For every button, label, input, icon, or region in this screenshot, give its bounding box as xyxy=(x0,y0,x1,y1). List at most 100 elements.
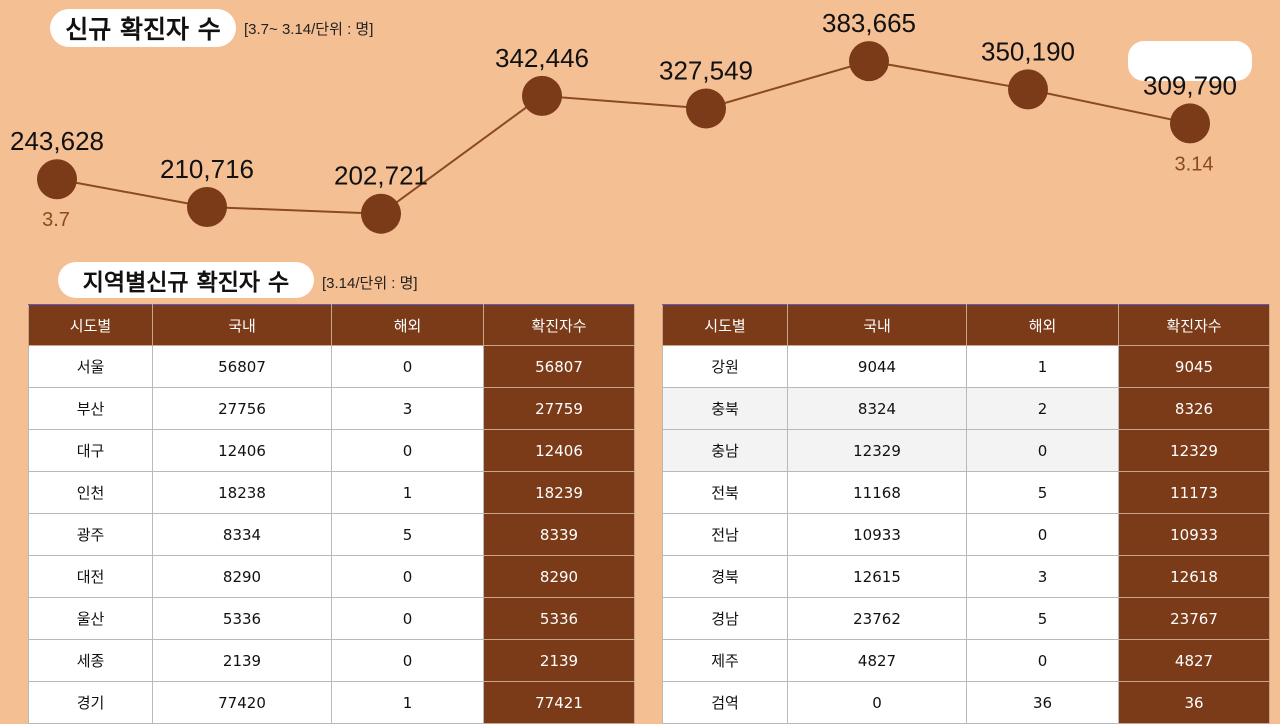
cell-total: 12618 xyxy=(1118,555,1270,598)
data-point xyxy=(1008,69,1048,110)
cell-overseas: 3 xyxy=(966,555,1119,598)
data-label: 309,790 xyxy=(1143,70,1237,100)
chart-title-text: 신규 확진자 수 xyxy=(65,15,221,44)
data-point xyxy=(361,193,401,234)
col-header-overseas: 해외 xyxy=(966,304,1119,346)
cell-region: 광주 xyxy=(28,513,153,556)
cell-total: 2139 xyxy=(483,639,635,682)
cell-region: 부산 xyxy=(28,387,153,430)
cell-region: 충남 xyxy=(662,429,788,472)
cell-total: 12329 xyxy=(1118,429,1270,472)
cell-region: 서울 xyxy=(28,345,153,388)
table-row: 경기 77420 1 77421 xyxy=(28,681,635,724)
cell-region: 경남 xyxy=(662,597,788,640)
regional-date-note: [3.14/단위 : 명] xyxy=(322,275,418,292)
table-row: 전남 10933 0 10933 xyxy=(662,513,1270,556)
cell-region: 강원 xyxy=(662,345,788,388)
cell-region: 전북 xyxy=(662,471,788,514)
data-label: 202,721 xyxy=(334,161,428,191)
regional-title: 지역별신규 확진자 수 xyxy=(58,262,314,298)
cell-region: 검역 xyxy=(662,681,788,724)
cell-domestic: 18238 xyxy=(152,471,332,514)
cell-domestic: 8324 xyxy=(787,387,967,430)
table-row: 세종 2139 0 2139 xyxy=(28,639,635,682)
cell-domestic: 0 xyxy=(787,681,967,724)
col-header-domestic: 국내 xyxy=(787,304,967,346)
table-row: 전북 11168 5 11173 xyxy=(662,471,1270,514)
table-header-row: 시도별 국내 해외 확진자수 xyxy=(662,304,1270,346)
cell-overseas: 3 xyxy=(331,387,484,430)
cell-overseas: 5 xyxy=(966,471,1119,514)
col-header-region: 시도별 xyxy=(28,304,153,346)
cell-domestic: 77420 xyxy=(152,681,332,724)
cell-domestic: 4827 xyxy=(787,639,967,682)
cell-region: 세종 xyxy=(28,639,153,682)
table-row: 충북 8324 2 8326 xyxy=(662,387,1270,430)
cell-total: 8339 xyxy=(483,513,635,556)
cell-region: 전남 xyxy=(662,513,788,556)
cell-domestic: 11168 xyxy=(787,471,967,514)
cell-overseas: 0 xyxy=(331,597,484,640)
col-header-overseas: 해외 xyxy=(331,304,484,346)
cell-total: 10933 xyxy=(1118,513,1270,556)
cell-region: 경북 xyxy=(662,555,788,598)
table-row: 제주 4827 0 4827 xyxy=(662,639,1270,682)
cell-overseas: 5 xyxy=(331,513,484,556)
series-line xyxy=(56,60,1191,215)
cell-overseas: 0 xyxy=(966,429,1119,472)
data-label: 243,628 xyxy=(10,126,104,156)
table-row: 광주 8334 5 8339 xyxy=(28,513,635,556)
table-header-row: 시도별 국내 해외 확진자수 xyxy=(28,304,635,346)
cell-overseas: 36 xyxy=(966,681,1119,724)
table-row: 울산 5336 0 5336 xyxy=(28,597,635,640)
cell-region: 충북 xyxy=(662,387,788,430)
cell-domestic: 9044 xyxy=(787,345,967,388)
cell-domestic: 12329 xyxy=(787,429,967,472)
cell-overseas: 0 xyxy=(331,429,484,472)
table-row: 경남 23762 5 23767 xyxy=(662,597,1270,640)
x-tick-label: 3.7 xyxy=(42,209,70,231)
data-label: 383,665 xyxy=(822,8,916,38)
regional-table-left: 시도별 국내 해외 확진자수 서울 56807 0 56807 부산 27756 3 2775… xyxy=(28,304,635,724)
cell-total: 5336 xyxy=(483,597,635,640)
data-point xyxy=(187,186,227,227)
cell-total: 56807 xyxy=(483,345,635,388)
cell-domestic: 8334 xyxy=(152,513,332,556)
cell-domestic: 12406 xyxy=(152,429,332,472)
data-label: 342,446 xyxy=(495,43,589,73)
cell-overseas: 0 xyxy=(331,345,484,388)
cell-domestic: 27756 xyxy=(152,387,332,430)
table-row: 대구 12406 0 12406 xyxy=(28,429,635,472)
table-row: 대전 8290 0 8290 xyxy=(28,555,635,598)
data-label: 350,190 xyxy=(981,36,1075,66)
regional-title-text: 지역별신규 확진자 수 xyxy=(82,270,290,296)
table-row: 강원 9044 1 9045 xyxy=(662,345,1270,388)
cell-overseas: 2 xyxy=(966,387,1119,430)
cell-overseas: 0 xyxy=(331,555,484,598)
cell-domestic: 8290 xyxy=(152,555,332,598)
cell-total: 36 xyxy=(1118,681,1270,724)
data-label: 210,716 xyxy=(160,154,254,184)
cell-total: 27759 xyxy=(483,387,635,430)
col-header-total: 확진자수 xyxy=(483,304,635,346)
cell-region: 제주 xyxy=(662,639,788,682)
table-row: 검역 0 36 36 xyxy=(662,681,1270,724)
col-header-domestic: 국내 xyxy=(152,304,332,346)
table-row: 부산 27756 3 27759 xyxy=(28,387,635,430)
cell-overseas: 1 xyxy=(331,681,484,724)
cell-region: 울산 xyxy=(28,597,153,640)
cell-total: 8326 xyxy=(1118,387,1270,430)
cell-region: 대전 xyxy=(28,555,153,598)
cell-domestic: 12615 xyxy=(787,555,967,598)
col-header-region: 시도별 xyxy=(662,304,788,346)
data-point xyxy=(522,75,562,116)
cell-domestic: 2139 xyxy=(152,639,332,682)
cell-domestic: 23762 xyxy=(787,597,967,640)
cell-region: 대구 xyxy=(28,429,153,472)
data-point xyxy=(849,41,889,82)
cell-domestic: 5336 xyxy=(152,597,332,640)
cell-region: 경기 xyxy=(28,681,153,724)
table-row: 인천 18238 1 18239 xyxy=(28,471,635,514)
cell-region: 인천 xyxy=(28,471,153,514)
daily-cases-line-chart: 243,628 210,716 202,721 342,446 327,549 383,6… xyxy=(10,8,1237,234)
